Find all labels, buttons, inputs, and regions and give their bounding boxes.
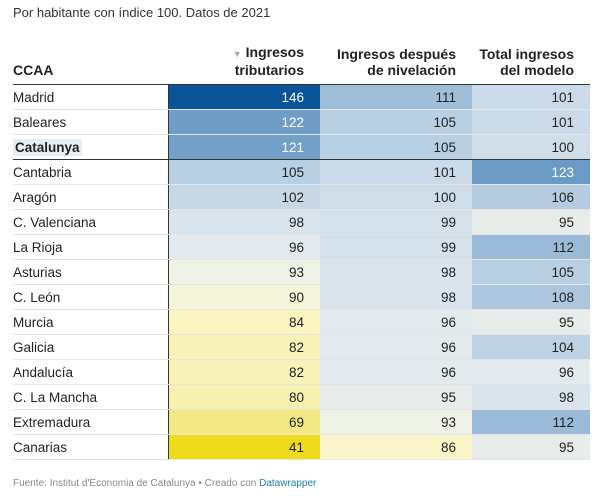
header-text: Ingresos — [245, 44, 304, 60]
table-row: C. La Mancha 80 95 98 — [13, 384, 590, 410]
value-cell: 82 — [168, 359, 320, 385]
header-text: de nivelación — [367, 62, 456, 78]
table-row: C. Valenciana 98 99 95 — [13, 209, 590, 235]
header-text: CCAA — [13, 62, 54, 78]
region-label: Catalunya — [13, 134, 169, 160]
region-label: Asturias — [13, 259, 169, 285]
value-cell: 95 — [472, 209, 590, 235]
value-cell: 122 — [168, 109, 320, 135]
region-label: Baleares — [13, 109, 169, 135]
value-cell: 112 — [472, 409, 590, 435]
value-cell: 100 — [320, 184, 472, 210]
column-header[interactable]: Total ingresos del modelo — [472, 40, 590, 85]
sort-arrow-icon: ▼ — [232, 49, 242, 59]
value-cell: 69 — [168, 409, 320, 435]
region-label: Murcia — [13, 309, 169, 335]
value-cell: 101 — [320, 159, 472, 185]
value-cell: 82 — [168, 334, 320, 360]
value-cell: 108 — [472, 284, 590, 310]
value-cell: 146 — [168, 84, 320, 110]
value-cell: 112 — [472, 234, 590, 260]
value-cell: 90 — [168, 284, 320, 310]
table-row: Catalunya 121 105 100 — [13, 134, 590, 160]
region-label: La Rioja — [13, 234, 169, 260]
datawrapper-link[interactable]: Datawrapper — [259, 478, 317, 489]
table-row: Asturias 93 98 105 — [13, 259, 590, 285]
value-cell: 41 — [168, 434, 320, 460]
value-cell: 98 — [320, 259, 472, 285]
table-row: La Rioja 96 99 112 — [13, 234, 590, 260]
value-cell: 84 — [168, 309, 320, 335]
column-header[interactable]: ▼ Ingresos tributarios — [168, 40, 320, 85]
value-cell: 98 — [472, 384, 590, 410]
data-table: CCAA ▼ Ingresos tributarios Ingresos después… — [13, 40, 590, 460]
table-row: Canarias 41 86 95 — [13, 434, 590, 460]
value-cell: 96 — [168, 234, 320, 260]
region-label: C. Valenciana — [13, 209, 169, 235]
value-cell: 105 — [472, 259, 590, 285]
value-cell: 98 — [320, 284, 472, 310]
region-label: Galicia — [13, 334, 169, 360]
value-cell: 101 — [472, 109, 590, 135]
value-cell: 95 — [472, 309, 590, 335]
value-cell: 105 — [320, 109, 472, 135]
header-text: del modelo — [500, 62, 574, 78]
value-cell: 105 — [168, 159, 320, 185]
value-cell: 99 — [320, 209, 472, 235]
value-cell: 93 — [168, 259, 320, 285]
region-label: Extremadura — [13, 409, 169, 435]
value-cell: 105 — [320, 134, 472, 160]
value-cell: 93 — [320, 409, 472, 435]
source-text: Fuente: Institut d'Economia de Catalunya… — [13, 478, 260, 489]
header-text: tributarios — [234, 62, 304, 78]
value-cell: 99 — [320, 234, 472, 260]
value-cell: 104 — [472, 334, 590, 360]
table-row: Baleares 122 105 101 — [13, 109, 590, 135]
table-row: Cantabria 105 101 123 — [13, 159, 590, 185]
region-label: Madrid — [13, 84, 169, 110]
value-cell: 96 — [472, 359, 590, 385]
footer: Fuente: Institut d'Economia de Catalunya… — [13, 478, 316, 489]
header-text: Total ingresos — [479, 46, 574, 62]
value-cell: 100 — [472, 134, 590, 160]
table-row: Murcia 84 96 95 — [13, 309, 590, 335]
header-row: CCAA ▼ Ingresos tributarios Ingresos después… — [13, 40, 590, 85]
value-cell: 96 — [320, 309, 472, 335]
value-cell: 86 — [320, 434, 472, 460]
table-row: Madrid 146 111 101 — [13, 84, 590, 110]
region-label: Aragón — [13, 184, 169, 210]
table-row: Galicia 82 96 104 — [13, 334, 590, 360]
value-cell: 101 — [472, 84, 590, 110]
column-header[interactable]: Ingresos después de nivelación — [320, 40, 472, 85]
value-cell: 96 — [320, 334, 472, 360]
value-cell: 98 — [168, 209, 320, 235]
table-row: C. León 90 98 108 — [13, 284, 590, 310]
value-cell: 95 — [320, 384, 472, 410]
header-text: Ingresos después — [336, 46, 456, 62]
value-cell: 106 — [472, 184, 590, 210]
subtitle: Por habitante con índice 100. Datos de 2… — [13, 5, 271, 20]
region-label: C. La Mancha — [13, 384, 169, 410]
value-cell: 102 — [168, 184, 320, 210]
value-cell: 121 — [168, 134, 320, 160]
table-row: Extremadura 69 93 112 — [13, 409, 590, 435]
value-cell: 80 — [168, 384, 320, 410]
value-cell: 95 — [472, 434, 590, 460]
table-row: Aragón 102 100 106 — [13, 184, 590, 210]
region-label: C. León — [13, 284, 169, 310]
table-row: Andalucía 82 96 96 — [13, 359, 590, 385]
column-header[interactable]: CCAA — [13, 40, 169, 85]
region-label: Canarias — [13, 434, 169, 460]
value-cell: 123 — [472, 159, 590, 185]
value-cell: 96 — [320, 359, 472, 385]
region-label: Cantabria — [13, 159, 169, 185]
region-label: Andalucía — [13, 359, 169, 385]
value-cell: 111 — [320, 84, 472, 110]
